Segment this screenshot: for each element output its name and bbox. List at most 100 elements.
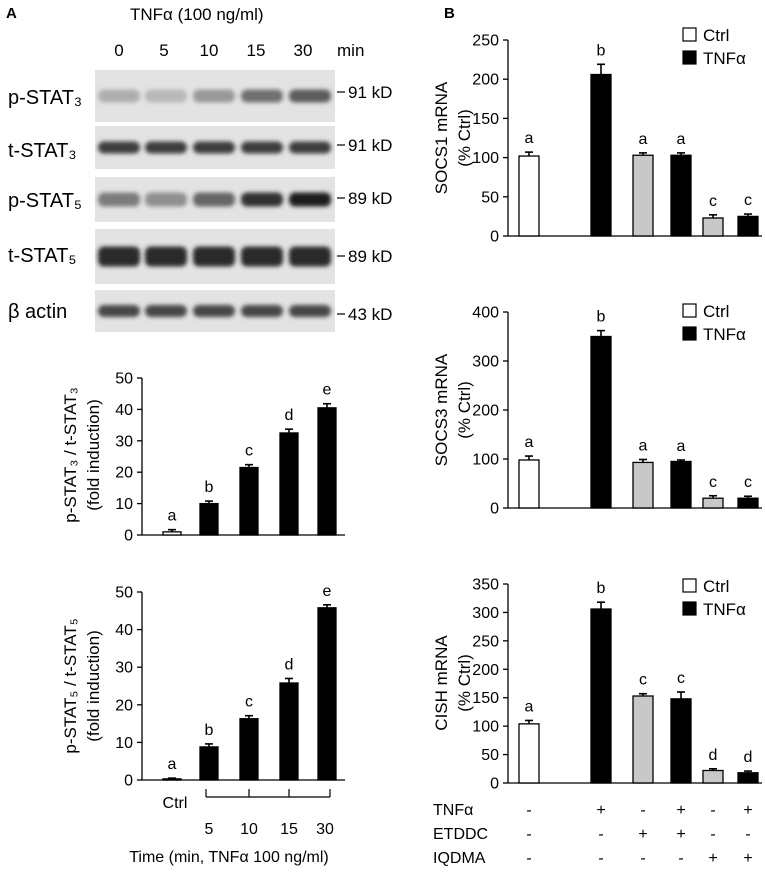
significance-letter: b	[597, 309, 606, 326]
blot-band	[241, 141, 283, 154]
panel-b-label: B	[444, 5, 455, 22]
blot-band	[145, 305, 187, 317]
bar	[670, 154, 692, 237]
bar	[162, 531, 182, 536]
lane-label: 5	[159, 41, 168, 60]
blot-band	[289, 305, 331, 317]
legend: Ctrl TNFα	[682, 302, 746, 344]
legend-label: Ctrl	[703, 26, 729, 45]
significance-letter: a	[639, 131, 648, 148]
condition-sign: -	[640, 850, 645, 867]
legend-swatch	[682, 601, 697, 616]
y-tick-label: 400	[472, 305, 499, 322]
legend-swatch	[682, 303, 697, 318]
blot-bands	[98, 192, 331, 207]
blot-bands	[98, 89, 331, 103]
legend-label: Ctrl	[703, 577, 729, 596]
condition-sign: +	[676, 826, 685, 843]
y-tick-label: 100	[472, 719, 499, 736]
bar	[670, 460, 692, 509]
blot-band	[145, 246, 187, 267]
y-axis-label: CISH mRNA	[432, 635, 451, 731]
blot-label: t-STAT₅	[8, 245, 76, 267]
y-tick-label: 50	[481, 189, 499, 206]
y-tick-label: 100	[472, 452, 499, 469]
blot-band	[193, 141, 235, 154]
bar	[162, 778, 182, 781]
condition-sign: -	[678, 850, 683, 867]
bar	[317, 407, 337, 536]
legend: Ctrl TNFα	[682, 577, 746, 619]
y-tick-label: 250	[472, 33, 499, 50]
significance-letter: d	[285, 656, 294, 673]
y-axis-label: (fold induction)	[84, 399, 103, 511]
size-marker-label: 89 kD	[348, 189, 392, 208]
y-axis-label: p-STAT₅ / t-STAT₅	[61, 618, 80, 753]
blot-bands	[98, 246, 331, 267]
condition-sign: -	[640, 802, 645, 819]
x-category-label: 10	[240, 821, 258, 838]
significance-letter: b	[205, 722, 214, 739]
lane-label: 10	[200, 41, 219, 60]
y-tick-label: 200	[472, 72, 499, 89]
significance-letter: c	[639, 672, 647, 689]
blot-band	[193, 89, 235, 103]
condition-sign: -	[526, 802, 531, 819]
chart-socs3-mrna: 0 100 200 300 400 a b a a c c	[472, 305, 762, 518]
bar	[199, 502, 219, 536]
x-category-label: 15	[280, 821, 298, 838]
bar	[279, 432, 299, 536]
blot-bands	[98, 305, 331, 317]
lane-label: 0	[114, 41, 123, 60]
lane-unit: min	[337, 41, 364, 60]
bar	[737, 772, 759, 784]
blot-band	[145, 192, 187, 207]
condition-sign: +	[596, 802, 605, 819]
y-tick-label: 30	[115, 660, 133, 677]
significance-letter: e	[323, 583, 332, 600]
blot-band	[241, 305, 283, 317]
significance-letter: c	[709, 474, 717, 491]
bar	[737, 215, 759, 237]
y-axis-label: (% Ctrl)	[455, 109, 474, 167]
condition-label: IQDMA	[433, 850, 486, 867]
significance-letter: a	[525, 698, 534, 715]
bar	[590, 335, 612, 509]
condition-sign: -	[710, 802, 715, 819]
y-tick-label: 50	[115, 585, 133, 602]
significance-letter: c	[677, 670, 685, 687]
size-marker-label: 91 kD	[348, 136, 392, 155]
condition-label: ETDDC	[433, 826, 488, 843]
significance-letter: a	[639, 437, 648, 454]
legend-label: TNFα	[703, 49, 746, 68]
chart-cish-mrna: 0 50 100 150 200 250 300 350 a b c c d d	[472, 577, 762, 793]
x-category-label: 5	[205, 821, 214, 838]
y-tick-label: 250	[472, 633, 499, 650]
significance-letter: d	[285, 407, 294, 424]
significance-letter: a	[168, 508, 177, 525]
y-tick-label: 0	[490, 229, 499, 246]
bar	[632, 154, 654, 237]
blot-band	[241, 89, 283, 103]
size-marker-label: 43 kD	[348, 305, 392, 324]
blot-band	[98, 305, 140, 317]
size-marker-label: 91 kD	[348, 83, 392, 102]
blot-band	[193, 305, 235, 317]
condition-label: TNFα	[433, 802, 473, 819]
blot-row-t-stat3: t-STAT₃ 91 kD	[8, 126, 392, 169]
bar	[518, 155, 540, 237]
bar	[737, 497, 759, 509]
blot-label: β actin	[8, 301, 67, 323]
condition-sign: -	[526, 826, 531, 843]
significance-letter: a	[525, 130, 534, 147]
bar	[518, 723, 540, 784]
y-tick-label: 20	[115, 697, 133, 714]
bar	[590, 73, 612, 237]
significance-letter: c	[709, 193, 717, 210]
legend-label: TNFα	[703, 325, 746, 344]
significance-letter: d	[709, 747, 718, 764]
blot-band	[289, 141, 331, 154]
chart-p-stat3-ratio: 0 10 20 30 40 50 a b c d e	[115, 371, 345, 545]
lane-labels: 0 5 10 15 30 min	[114, 41, 364, 60]
